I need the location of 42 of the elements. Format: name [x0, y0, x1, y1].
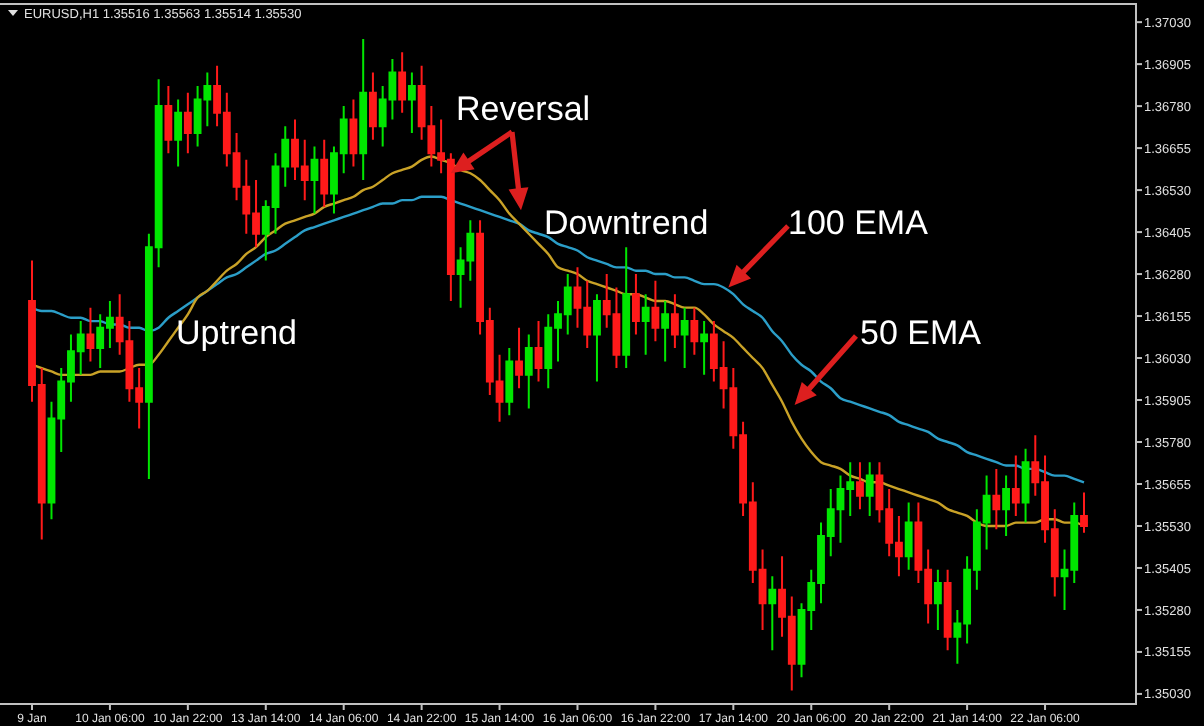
candlestick — [992, 467, 1001, 531]
candlestick — [174, 98, 183, 168]
candlestick — [690, 306, 699, 356]
annotation: Uptrend — [176, 314, 297, 352]
line-series — [30, 155, 1086, 528]
candlestick — [183, 91, 192, 155]
candlestick — [349, 98, 358, 168]
candlestick — [933, 568, 942, 632]
candlestick — [534, 320, 543, 383]
candlestick — [86, 306, 95, 363]
candlestick — [1011, 454, 1020, 517]
candlestick — [680, 306, 689, 370]
candlestick — [407, 71, 416, 134]
candlestick — [1080, 491, 1088, 534]
candlestick — [632, 273, 640, 336]
candlestick — [515, 326, 523, 390]
candlestick — [651, 279, 660, 343]
candlestick — [856, 461, 864, 511]
line-series — [30, 195, 1086, 484]
candlestick — [320, 138, 329, 208]
annotation: 50 EMA — [860, 314, 983, 352]
candlestick — [670, 293, 679, 349]
candlestick — [1002, 474, 1010, 538]
candlestick — [641, 293, 650, 356]
candlestick — [310, 145, 319, 215]
candlestick — [622, 246, 631, 370]
candlestick — [524, 333, 533, 410]
candlestick — [369, 71, 377, 141]
annotation: Downtrend — [544, 204, 709, 242]
candlestick — [943, 568, 952, 652]
annotation: 100 EMA — [788, 204, 930, 242]
annotation: Reversal — [456, 90, 591, 128]
candlestick — [904, 501, 913, 571]
candlestick — [865, 461, 874, 517]
candlestick — [164, 84, 173, 155]
candlestick — [700, 320, 709, 376]
candlestick — [359, 37, 368, 182]
candlestick — [768, 575, 777, 652]
candlestick — [398, 51, 407, 114]
candlestick — [593, 293, 601, 383]
candlestick — [661, 299, 670, 363]
candlestick — [505, 346, 514, 417]
